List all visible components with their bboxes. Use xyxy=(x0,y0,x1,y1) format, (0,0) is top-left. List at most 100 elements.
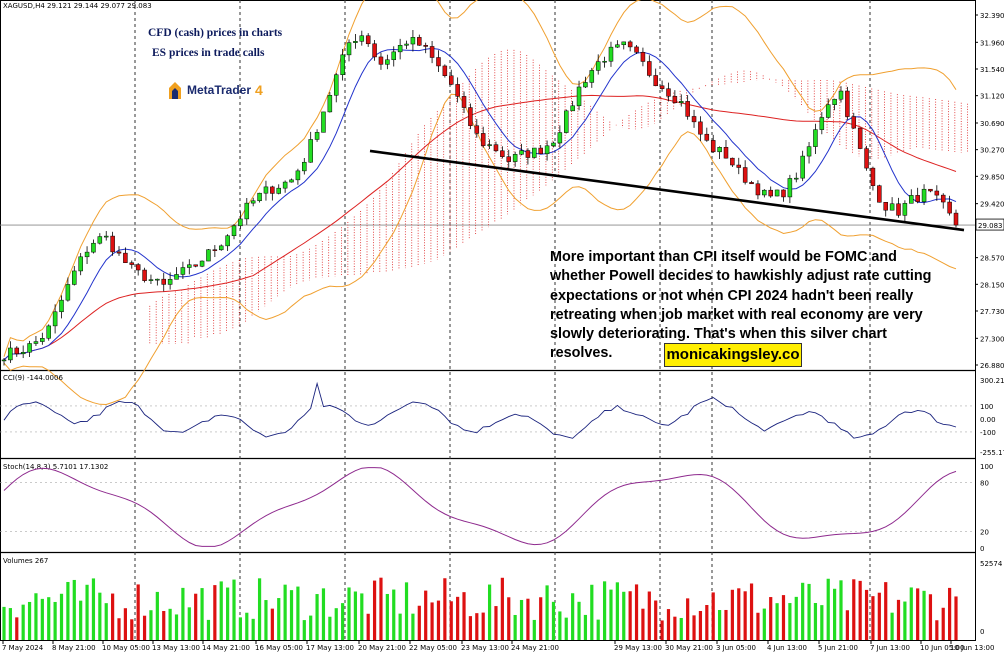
volume-bar xyxy=(762,608,766,640)
volume-bar xyxy=(123,608,127,640)
candle-body xyxy=(474,125,480,134)
volume-bar xyxy=(85,584,89,640)
volume-bar xyxy=(200,588,204,640)
candle-body xyxy=(155,278,160,281)
candle-body xyxy=(487,144,492,146)
candle-body xyxy=(270,186,275,194)
candle-body xyxy=(806,146,812,157)
volume-bar xyxy=(494,606,498,640)
volume-bar xyxy=(692,615,696,640)
candle-body xyxy=(91,242,96,253)
candle-body xyxy=(953,212,959,226)
candle-body xyxy=(621,41,627,46)
candle-body xyxy=(212,249,218,251)
volume-bar xyxy=(634,584,639,640)
cci-axis-label: -100 xyxy=(980,429,996,437)
candle-body xyxy=(877,185,882,203)
volume-bar xyxy=(686,598,690,640)
candle-body xyxy=(845,90,850,117)
candle-body xyxy=(576,86,582,107)
price-axis-label: 31.120 xyxy=(980,93,1004,101)
volume-bar xyxy=(40,598,44,640)
volume-bar xyxy=(788,603,792,640)
volume-axis-max: 52574 xyxy=(980,560,1003,568)
candle-body xyxy=(1,359,7,362)
volume-bar xyxy=(174,614,179,640)
candle-body xyxy=(493,144,499,152)
candle-body xyxy=(365,35,371,45)
volume-bar xyxy=(468,616,473,640)
volume-bar xyxy=(411,613,415,640)
volume-bar xyxy=(513,614,517,640)
volume-bar xyxy=(673,616,677,640)
volume-bar xyxy=(353,591,358,640)
candle-body xyxy=(685,101,690,117)
candle-body xyxy=(825,104,831,118)
volume-bar xyxy=(59,593,64,640)
metatrader-logo-text: MetaTrader xyxy=(187,83,252,97)
candle-body xyxy=(512,154,518,162)
volume-bar xyxy=(251,618,255,640)
cci-axis-label: 300.213 xyxy=(980,377,1004,385)
metatrader-logo: MetaTrader 4 xyxy=(166,78,263,102)
volume-bar xyxy=(724,609,728,640)
candle-body xyxy=(896,203,901,216)
volume-bar xyxy=(398,613,402,640)
time-axis-label: 30 May 21:00 xyxy=(665,644,713,652)
volume-bar xyxy=(647,591,651,640)
time-axis-label: 16 May 05:00 xyxy=(255,644,303,652)
volume-bar xyxy=(890,612,894,640)
cci-axis-label: 100 xyxy=(980,403,993,411)
caption-es: ES prices in trade calls xyxy=(152,47,265,59)
stoch-axis-label: 20 xyxy=(980,529,989,537)
time-axis-label: 10 May 05:00 xyxy=(102,644,150,652)
candle-body xyxy=(602,60,607,63)
volume-bar xyxy=(277,598,281,640)
volume-bar xyxy=(813,602,818,640)
candle-body xyxy=(921,188,927,202)
candle-body xyxy=(174,274,179,280)
volume-bar xyxy=(155,591,159,640)
candle-body xyxy=(327,95,333,113)
volume-bar xyxy=(424,590,428,640)
volume-bar xyxy=(705,604,709,640)
volume-bar xyxy=(487,584,492,640)
candle-body xyxy=(353,41,358,43)
candle-body xyxy=(838,90,844,100)
time-axis-label: 14 May 21:00 xyxy=(202,644,250,652)
candle-body xyxy=(915,195,920,202)
volume-bar xyxy=(641,608,645,640)
volume-bar xyxy=(845,610,849,640)
candle-body xyxy=(359,35,365,42)
volume-bar xyxy=(507,597,511,640)
volume-bar xyxy=(737,588,741,640)
volume-bar xyxy=(302,620,306,640)
volume-bar xyxy=(309,615,313,640)
volume-bar xyxy=(270,608,274,640)
volume-bar xyxy=(807,583,811,640)
candle-body xyxy=(774,189,780,197)
candle-body xyxy=(480,133,486,146)
volume-bar xyxy=(379,577,383,640)
candle-body xyxy=(794,177,799,180)
price-axis-label: 27.300 xyxy=(980,335,1004,343)
candle-body xyxy=(20,351,26,355)
volume-bar xyxy=(615,582,619,640)
volume-bar xyxy=(602,581,607,640)
candle-body xyxy=(717,147,722,153)
volume-bar xyxy=(698,610,703,640)
candle-body xyxy=(500,150,505,157)
candle-body xyxy=(372,43,377,58)
time-axis-label: 13 May 13:00 xyxy=(152,644,200,652)
volume-bar xyxy=(500,577,504,640)
volume-bar xyxy=(833,588,837,640)
candle-body xyxy=(762,189,767,196)
volume-bar xyxy=(264,600,268,640)
website-badge[interactable]: monicakingsley.co xyxy=(664,343,802,367)
price-axis-label: 29.850 xyxy=(980,173,1004,181)
candle-body xyxy=(909,195,914,204)
volume-bar xyxy=(679,617,683,640)
price-axis-label: 30.270 xyxy=(980,147,1004,155)
volume-bar xyxy=(852,579,856,640)
candle-body xyxy=(78,256,83,272)
